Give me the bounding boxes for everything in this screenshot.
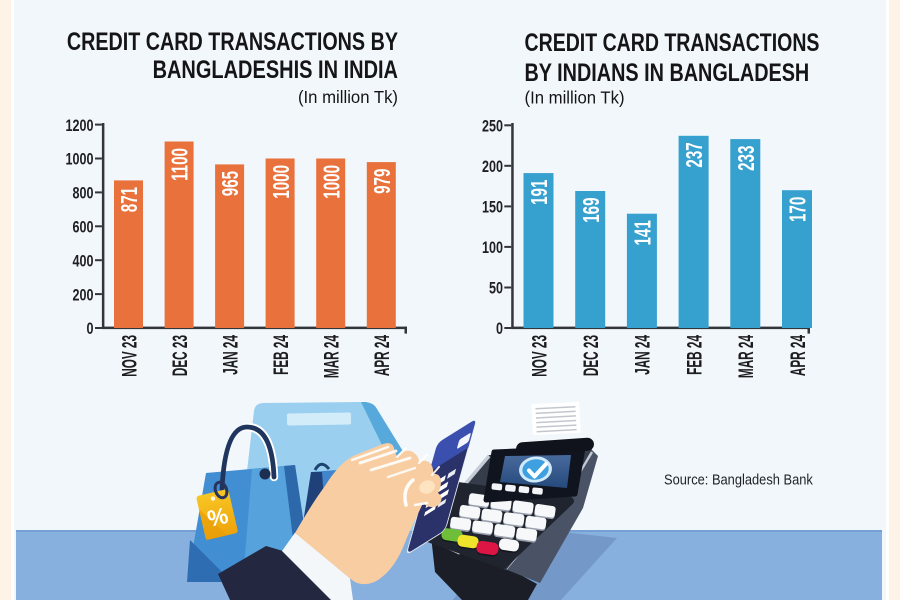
svg-text:BY INDIANS IN BANGLADESH: BY INDIANS IN BANGLADESH	[525, 59, 810, 87]
svg-text:233: 233	[734, 145, 760, 170]
svg-text:979: 979	[370, 168, 396, 193]
svg-text:CREDIT CARD TRANSACTIONS BY: CREDIT CARD TRANSACTIONS BY	[67, 28, 398, 56]
svg-text:141: 141	[630, 220, 656, 245]
svg-text:400: 400	[73, 252, 94, 271]
svg-text:50: 50	[489, 279, 503, 298]
svg-text:(In million Tk): (In million Tk)	[525, 88, 625, 107]
svg-text:CREDIT CARD TRANSACTIONS: CREDIT CARD TRANSACTIONS	[525, 29, 820, 57]
svg-text:191: 191	[527, 179, 553, 204]
svg-text:169: 169	[579, 197, 605, 222]
svg-text:0: 0	[87, 319, 94, 338]
svg-text:DEC 23: DEC 23	[579, 335, 602, 376]
svg-text:DEC 23: DEC 23	[168, 335, 191, 376]
svg-text:JAN 24: JAN 24	[219, 335, 242, 375]
svg-text:APR 24: APR 24	[786, 335, 809, 377]
svg-text:0: 0	[496, 319, 503, 338]
svg-text:237: 237	[682, 142, 708, 167]
svg-text:965: 965	[218, 171, 244, 196]
svg-text:1000: 1000	[269, 165, 295, 199]
svg-text:200: 200	[482, 157, 503, 176]
svg-text:Source: Bangladesh Bank: Source: Bangladesh Bank	[664, 471, 813, 488]
svg-text:1200: 1200	[66, 116, 94, 135]
svg-text:250: 250	[482, 117, 503, 136]
svg-text:NOV 23: NOV 23	[528, 335, 551, 377]
svg-text:APR 24: APR 24	[371, 335, 394, 377]
svg-text:NOV 23: NOV 23	[118, 335, 141, 377]
svg-text:BANGLADESHIS IN INDIA: BANGLADESHIS IN INDIA	[153, 56, 398, 84]
svg-text:FEB 24: FEB 24	[683, 335, 706, 375]
svg-text:170: 170	[786, 197, 812, 222]
svg-text:150: 150	[482, 198, 503, 217]
svg-text:FEB 24: FEB 24	[269, 335, 292, 375]
svg-text:MAR 24: MAR 24	[320, 335, 343, 378]
svg-text:MAR 24: MAR 24	[735, 335, 758, 378]
svg-text:100: 100	[482, 238, 503, 257]
svg-text:(In million Tk): (In million Tk)	[298, 88, 398, 107]
svg-text:1000: 1000	[66, 150, 94, 169]
svg-text:600: 600	[73, 218, 94, 237]
svg-text:JAN 24: JAN 24	[631, 335, 654, 375]
svg-text:871: 871	[117, 187, 143, 212]
svg-text:1100: 1100	[168, 148, 194, 181]
svg-text:1000: 1000	[319, 165, 345, 199]
svg-text:200: 200	[73, 286, 94, 305]
svg-text:800: 800	[73, 184, 94, 203]
